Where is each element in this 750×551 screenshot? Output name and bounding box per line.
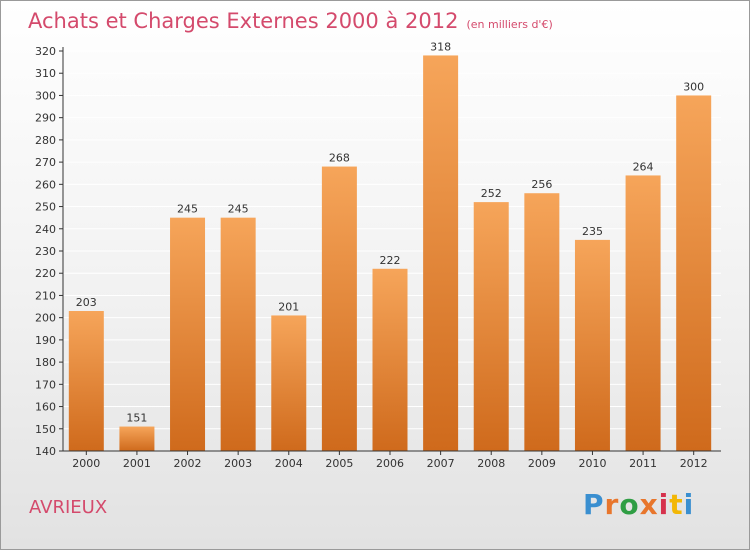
logo-letter: t: [669, 488, 684, 521]
data-label-2003: 245: [228, 203, 249, 216]
y-tick-label: 280: [35, 134, 56, 147]
x-tick-label-2009: 2009: [528, 457, 556, 470]
x-tick-label-2004: 2004: [275, 457, 303, 470]
bar-2000: [68, 311, 104, 451]
x-tick-label-2003: 2003: [224, 457, 252, 470]
x-tick-label-2012: 2012: [680, 457, 708, 470]
y-tick-label: 160: [35, 401, 56, 414]
data-label-2002: 245: [177, 203, 198, 216]
x-tick-label-2002: 2002: [174, 457, 202, 470]
y-tick-label: 140: [35, 445, 56, 458]
y-tick-label: 300: [35, 89, 56, 102]
chart-unit: (en milliers d'€): [466, 18, 553, 31]
data-label-2010: 235: [582, 225, 603, 238]
bar-2004: [271, 315, 307, 451]
data-label-2009: 256: [531, 178, 552, 191]
logo-letter: P: [583, 488, 605, 521]
bar-2001: [119, 426, 155, 451]
y-tick-label: 210: [35, 289, 56, 302]
proxiti-logo: Proxiti: [583, 488, 694, 521]
x-tick-label-2007: 2007: [427, 457, 455, 470]
logo-letter: x: [639, 488, 659, 521]
data-label-2012: 300: [683, 80, 704, 93]
data-label-2000: 203: [76, 296, 97, 309]
data-label-2007: 318: [430, 40, 451, 53]
y-tick-label: 170: [35, 378, 56, 391]
bar-2011: [625, 175, 661, 451]
x-tick-label-2005: 2005: [325, 457, 353, 470]
y-tick-label: 220: [35, 267, 56, 280]
y-tick-label: 310: [35, 67, 56, 80]
bar-2010: [574, 239, 610, 451]
bar-2009: [524, 193, 560, 451]
x-tick-label-2006: 2006: [376, 457, 404, 470]
bar-2006: [372, 268, 408, 451]
y-tick-label: 180: [35, 356, 56, 369]
y-tick-label: 200: [35, 312, 56, 325]
y-tick-label: 290: [35, 112, 56, 125]
logo-letter: i: [658, 488, 670, 521]
data-label-2004: 201: [278, 300, 299, 313]
x-tick-label-2001: 2001: [123, 457, 151, 470]
bar-2007: [423, 55, 459, 451]
bar-2008: [473, 202, 509, 451]
data-label-2005: 268: [329, 152, 350, 165]
data-label-2008: 252: [481, 187, 502, 200]
y-tick-label: 250: [35, 201, 56, 214]
logo-letter: i: [683, 488, 695, 521]
y-tick-label: 150: [35, 423, 56, 436]
y-tick-label: 240: [35, 223, 56, 236]
data-label-2011: 264: [633, 160, 654, 173]
bar-2003: [220, 217, 256, 451]
y-tick-label: 190: [35, 334, 56, 347]
data-label-2001: 151: [126, 412, 147, 425]
y-tick-label: 230: [35, 245, 56, 258]
x-tick-label-2011: 2011: [629, 457, 657, 470]
x-tick-label-2010: 2010: [578, 457, 606, 470]
x-tick-label-2008: 2008: [477, 457, 505, 470]
y-tick-label: 320: [35, 45, 56, 58]
logo-letter: o: [619, 488, 640, 521]
chart-title-text: Achats et Charges Externes 2000 à 2012: [28, 9, 459, 33]
y-tick-label: 260: [35, 178, 56, 191]
commune-name: AVRIEUX: [29, 497, 108, 518]
x-tick-label-2000: 2000: [72, 457, 100, 470]
bar-2002: [170, 217, 206, 451]
logo-letter: r: [604, 488, 620, 521]
data-label-2006: 222: [380, 254, 401, 267]
bar-2012: [676, 95, 712, 451]
y-tick-label: 270: [35, 156, 56, 169]
chart-title: Achats et Charges Externes 2000 à 2012 (e…: [28, 9, 553, 33]
bar-2005: [321, 166, 357, 452]
